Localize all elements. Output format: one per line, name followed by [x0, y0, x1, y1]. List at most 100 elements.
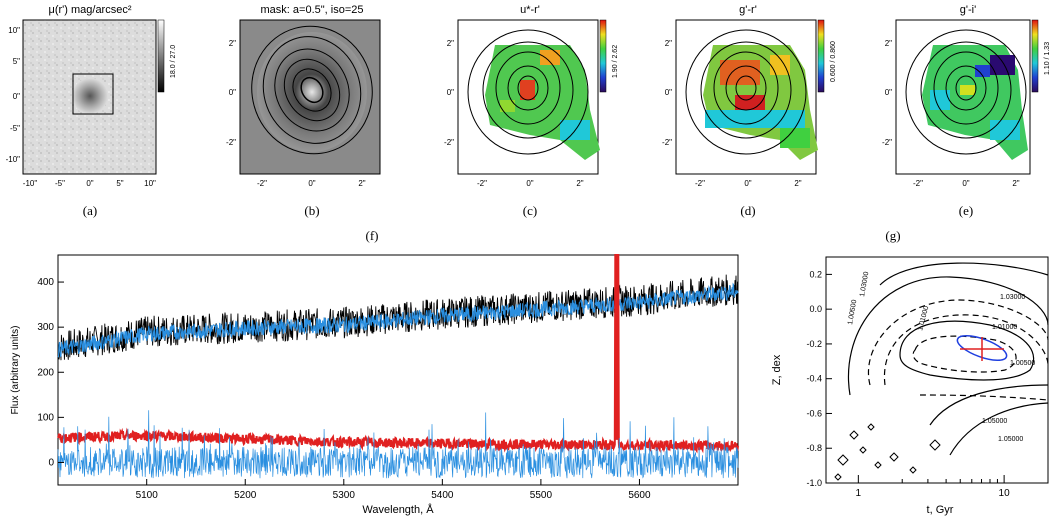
y-tick-label: 100: [37, 412, 54, 423]
contour-label: 1.03000: [859, 271, 870, 297]
contour-label: 1.05000: [998, 436, 1023, 443]
noise-marker: [909, 466, 917, 474]
ytick: -2": [662, 138, 672, 147]
y-tick-label: 200: [37, 367, 54, 378]
x-tick-label: 5400: [431, 490, 454, 501]
color-region: [930, 90, 950, 110]
color-region: [540, 50, 560, 65]
y-tick-label: 0: [48, 457, 54, 468]
noise-markers: [834, 423, 941, 481]
contour: [300, 76, 324, 104]
contour-lines: [848, 262, 1049, 456]
panel-a-zoom-box: [72, 73, 114, 115]
ytick: 0": [447, 88, 454, 97]
contour-line: [879, 262, 1049, 286]
panel-d-contours: [685, 29, 807, 155]
ytick: -5": [10, 124, 20, 133]
xtick: 5": [116, 179, 123, 188]
contour-line: [848, 276, 1049, 396]
spectrum-ylabel: Flux (arbitrary units): [10, 326, 21, 415]
ytick: -10": [6, 155, 21, 164]
contour: [700, 41, 792, 139]
noise-marker: [874, 461, 882, 469]
x-tick-label: 5300: [333, 490, 356, 501]
panel-a-galaxy: [72, 78, 108, 114]
xtick: 2": [1012, 179, 1019, 188]
panel-e-colorbar-label: 1.10 / 1.33: [1044, 42, 1051, 75]
x-tick-label: 5600: [628, 490, 651, 501]
noise-marker: [859, 446, 867, 454]
spectrum-series-group: [57, 254, 739, 479]
panel-b: mask: a=0.5", iso=25 -2" 0" 2" 2" 0" -2"…: [226, 4, 381, 218]
ytick: 0": [665, 88, 672, 97]
y-tick-label: -0.8: [806, 443, 822, 453]
xtick: -10": [23, 179, 38, 188]
panel-d-colorbar-label: 0.600 / 0.860: [830, 41, 837, 82]
panel-b-yticks: 2" 0" -2": [226, 39, 236, 147]
contour: [507, 65, 549, 111]
panel-b-galaxy: [257, 32, 367, 152]
panel-c: u*-r' 1.90 / 2.62 -2" 0" 2" 2" 0" -2": [444, 4, 619, 218]
caption-g: (g): [885, 228, 900, 243]
panel-e-contours: [905, 29, 1027, 155]
color-region: [975, 65, 990, 77]
contour: [945, 65, 987, 111]
panel-e: g'-i' 1.10 / 1.33 -2" 0" 2" 2" 0" -2": [882, 4, 1051, 218]
panel-a-colorbar: [157, 19, 165, 93]
color-region: [500, 100, 515, 112]
x-tick-label: 1: [856, 488, 862, 499]
noise-marker: [834, 473, 842, 481]
y-tick-label: 400: [37, 277, 54, 288]
contour: [933, 51, 999, 125]
contour-label: 1.03000: [1000, 294, 1025, 301]
xtick: 2": [794, 179, 801, 188]
xtick: 2": [358, 179, 365, 188]
contour-line: [899, 320, 1035, 381]
image-panels-row: μ(r') mag/arcsec² 18.0 / 27.0 -10" -5" 0…: [6, 4, 1051, 243]
panel-c-colorbar-label: 1.90 / 2.62: [612, 45, 619, 78]
contour: [920, 41, 1012, 139]
color-region: [990, 55, 1015, 75]
panel-a-yticks: 10" 5" 0" -5" -10": [6, 26, 21, 164]
y-tick-label: 0.2: [809, 269, 822, 279]
xtick: 10": [144, 179, 156, 188]
ytick: 10": [8, 26, 20, 35]
chi2-contour-chart: 1.03000 1.01000 1.00500 1.03000 1.05000 …: [771, 256, 1049, 516]
spectrum-axes: 5100 5200 5300 5400 5500 5600 0 100 200 300 400: [37, 277, 651, 501]
confidence-ellipse: [956, 334, 1008, 362]
spectrum-chart: 5100 5200 5300 5400 5500 5600 0 100 200 300 400 Wa…: [10, 254, 739, 516]
panel-b-contours: [251, 25, 373, 155]
contour: [467, 29, 589, 155]
ytick: 0": [229, 88, 236, 97]
panel-e-xticks: -2" 0" 2": [913, 179, 1020, 188]
xtick: -2": [695, 179, 705, 188]
y-tick-label: -1.0: [806, 478, 822, 488]
panel-a-colorbar-label: 18.0 / 27.0: [170, 45, 177, 78]
panel-c-xticks: -2" 0" 2": [477, 179, 584, 188]
contour-label: 1.01000: [992, 324, 1017, 331]
x-tick-label: 5200: [234, 490, 257, 501]
contour: [725, 65, 767, 111]
color-region: [780, 128, 810, 148]
ytick: -2": [444, 138, 454, 147]
panel-c-title: u*-r': [520, 4, 540, 16]
noise-marker: [837, 454, 849, 466]
panel-c-contours: [467, 29, 589, 155]
panel-c-colorbar: [599, 19, 607, 93]
contour-plot-frame: [825, 256, 1049, 484]
x-tick-label: 10: [999, 488, 1011, 499]
noise-marker: [889, 452, 899, 462]
caption-e: (e): [959, 203, 973, 218]
contour: [905, 29, 1027, 155]
xtick: 2": [576, 179, 583, 188]
caption-d: (d): [740, 203, 755, 218]
color-region: [520, 80, 535, 100]
ytick: -2": [882, 138, 892, 147]
contour: [495, 51, 561, 125]
noise-marker: [849, 430, 859, 440]
contour-label: 1.00500: [847, 299, 858, 325]
xtick: 0": [962, 179, 969, 188]
panel-b-xticks: -2" 0" 2": [257, 179, 366, 188]
xtick: -2": [913, 179, 923, 188]
panel-e-colorbar: [1031, 19, 1039, 93]
